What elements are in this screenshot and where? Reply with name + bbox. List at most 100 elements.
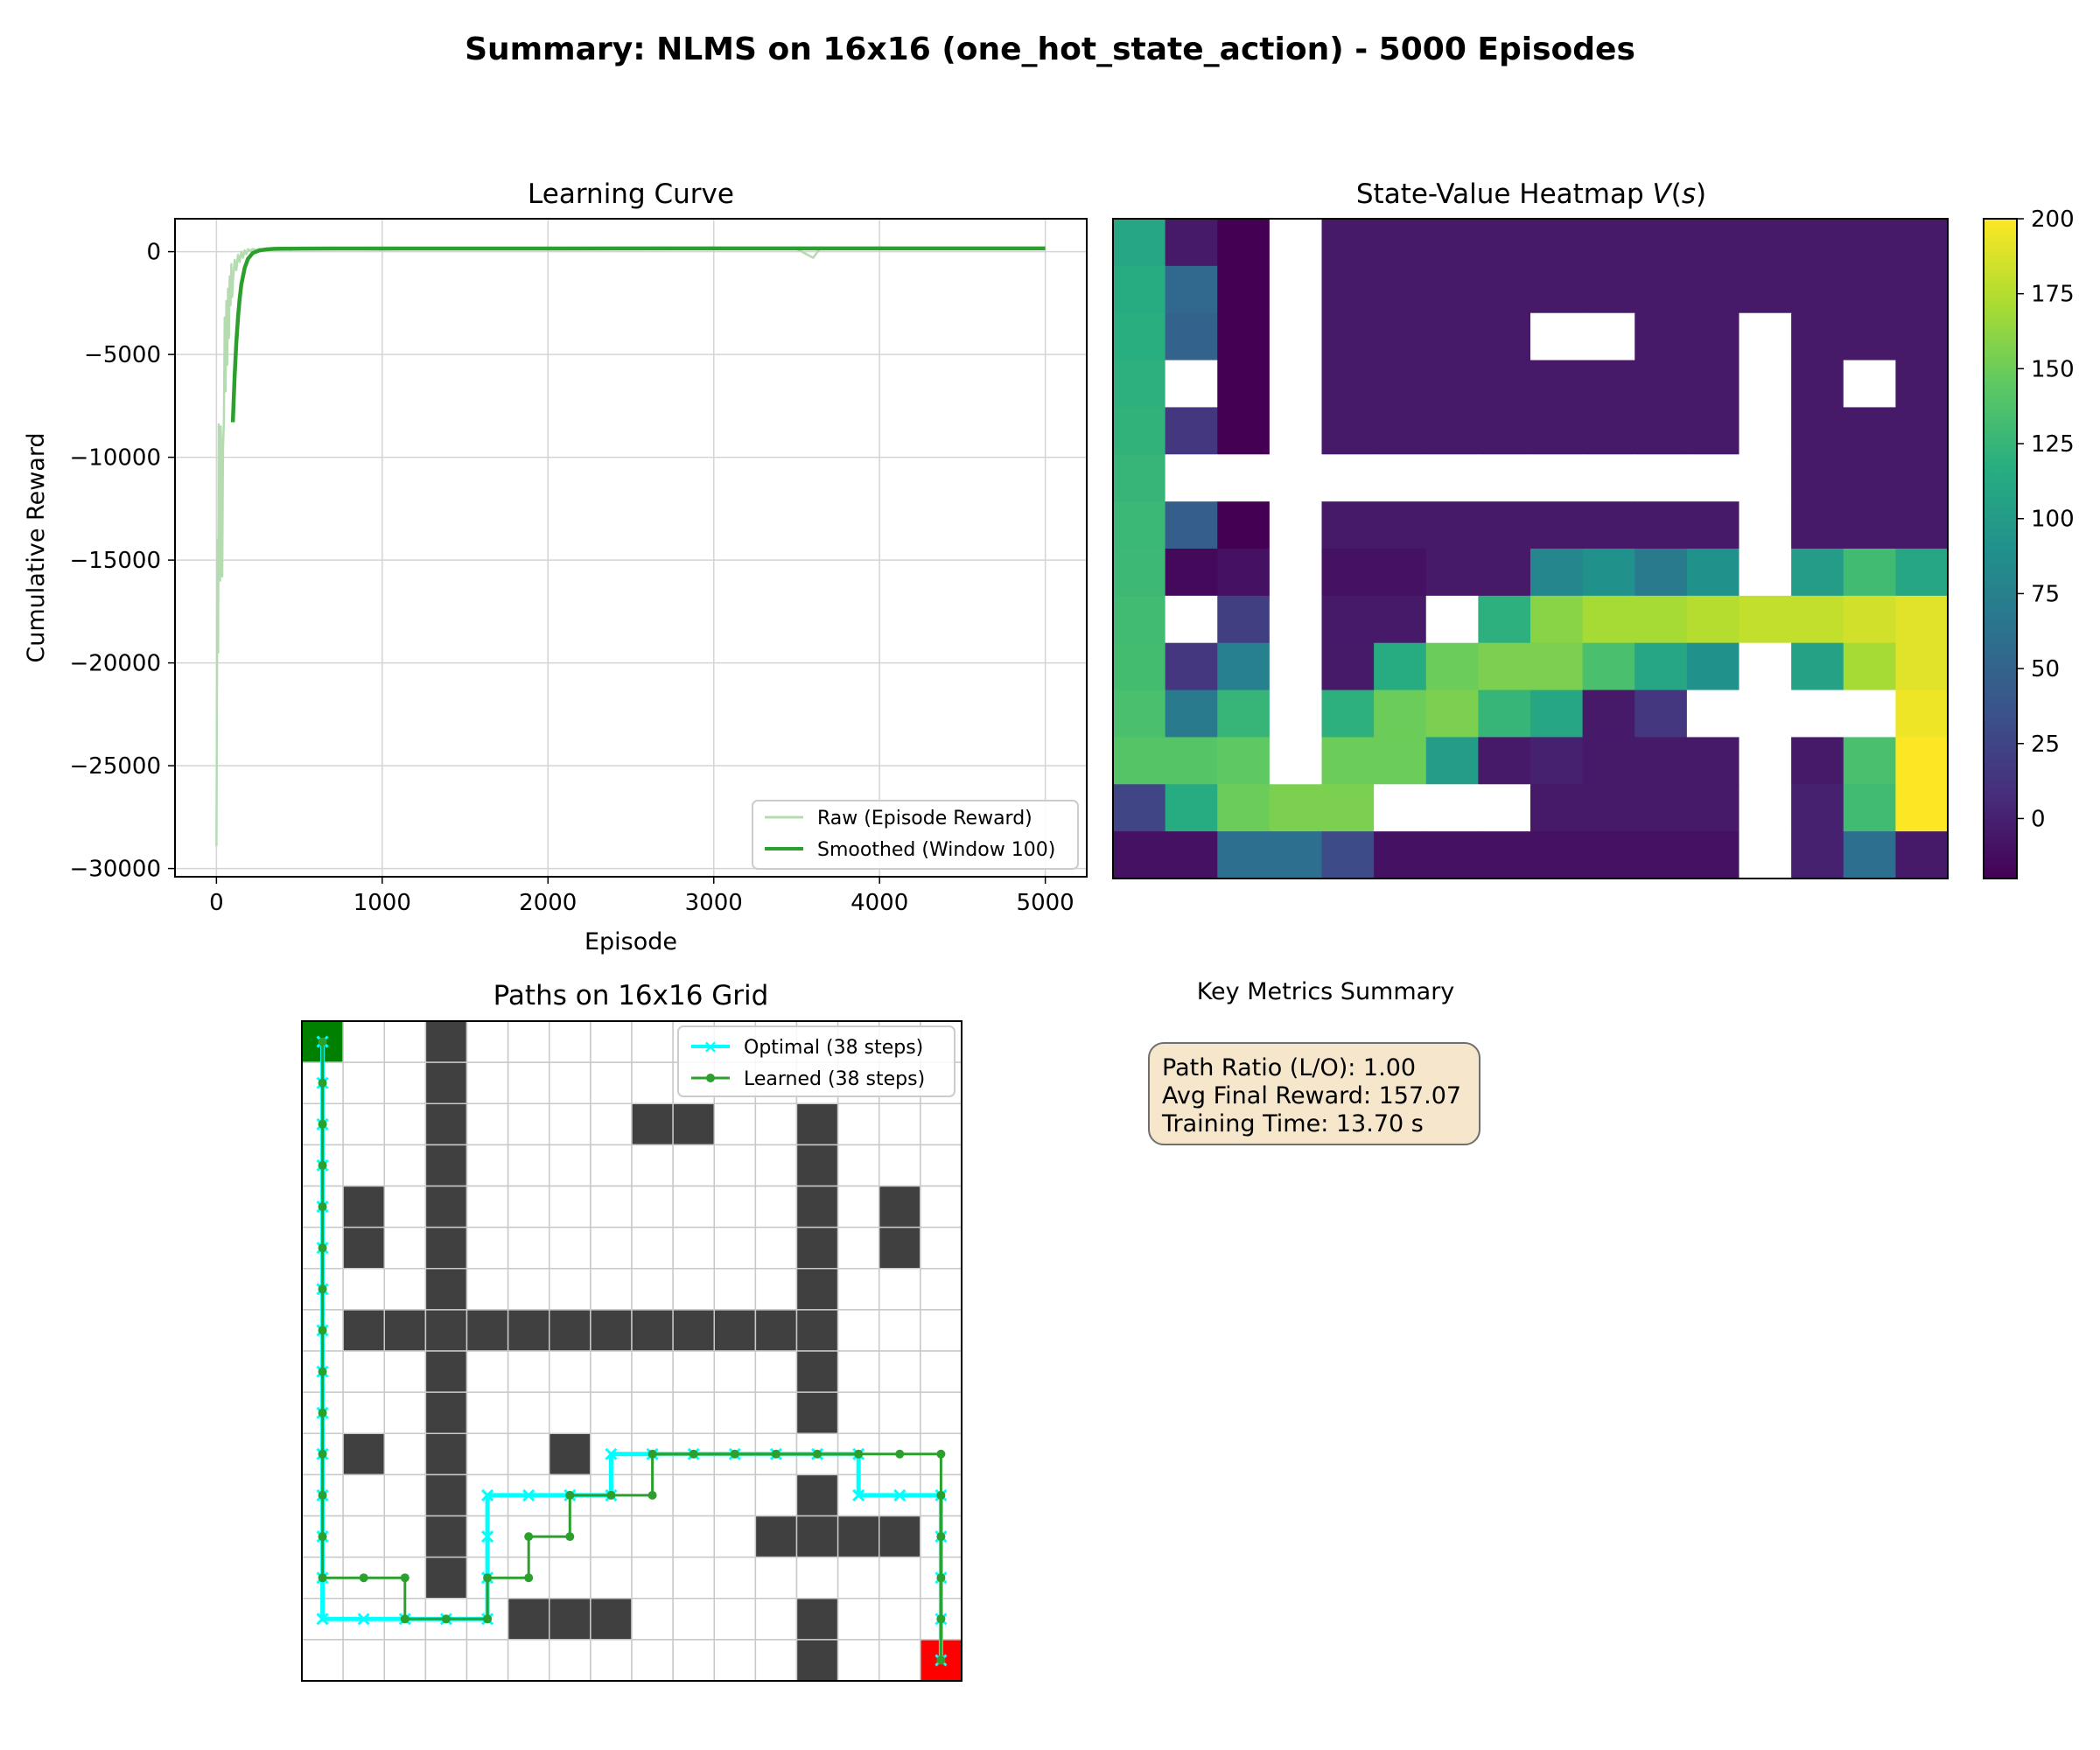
heatmap-cell bbox=[1374, 595, 1427, 644]
metric-path-ratio: Path Ratio (L/O): 1.00 bbox=[1162, 1054, 1417, 1082]
heatmap-cell bbox=[1269, 784, 1323, 832]
heatmap-cell bbox=[1791, 407, 1844, 455]
grid-cell bbox=[920, 1185, 962, 1228]
grid-cell bbox=[383, 1432, 427, 1476]
grid-cell bbox=[754, 1639, 798, 1682]
grid-cell bbox=[383, 1350, 427, 1393]
grid-cell bbox=[383, 1515, 427, 1558]
learned-path-marker bbox=[318, 1119, 327, 1129]
wall-cell bbox=[878, 1226, 921, 1270]
grid-cell bbox=[920, 1144, 962, 1187]
grid-cell bbox=[713, 1515, 757, 1558]
heatmap-cell bbox=[1895, 549, 1949, 597]
wall-cell bbox=[424, 1061, 468, 1105]
grid-cell bbox=[342, 1474, 386, 1517]
grid-cell bbox=[549, 1061, 592, 1105]
grid-cell bbox=[836, 1391, 880, 1435]
heatmap-cell bbox=[1739, 265, 1792, 314]
grid-cell bbox=[713, 1268, 757, 1311]
grid-cell bbox=[672, 1350, 716, 1393]
optimal-path-marker bbox=[481, 1530, 494, 1544]
learned-path-marker bbox=[483, 1573, 493, 1583]
grid-cell bbox=[301, 1639, 344, 1682]
heatmap-cell bbox=[1478, 831, 1531, 879]
grid-cell bbox=[631, 1020, 674, 1063]
wall-cell bbox=[507, 1598, 550, 1641]
legend-raw-label: Raw (Episode Reward) bbox=[817, 808, 1032, 830]
heatmap-cell bbox=[1634, 595, 1688, 644]
heatmap-cell bbox=[1843, 737, 1896, 785]
heatmap-cell bbox=[1321, 737, 1375, 785]
grid-cell bbox=[507, 1268, 550, 1311]
colorbar-tick-label: 0 bbox=[2031, 806, 2046, 832]
learned-path-marker bbox=[318, 1532, 327, 1542]
wall-cell bbox=[549, 1432, 592, 1476]
optimal-path-marker bbox=[357, 1613, 370, 1626]
heatmap-cell bbox=[1165, 454, 1218, 502]
heatmap-cell bbox=[1634, 219, 1688, 267]
heatmap-cell bbox=[1895, 737, 1949, 785]
heatmap-cell bbox=[1530, 219, 1584, 267]
heatmap-cell bbox=[1321, 265, 1375, 314]
learned-path-marker bbox=[318, 1490, 327, 1500]
heatmap-cell bbox=[1113, 407, 1166, 455]
learned-path-marker bbox=[524, 1573, 534, 1583]
heatmap-cell bbox=[1686, 737, 1740, 785]
y-tick-label: −30000 bbox=[70, 857, 162, 883]
x-tick-label: 2000 bbox=[519, 890, 577, 916]
wall-cell bbox=[424, 1556, 468, 1600]
heatmap-cell bbox=[1686, 312, 1740, 361]
wall-cell bbox=[795, 1391, 839, 1435]
wall-cell bbox=[507, 1309, 550, 1352]
heatmap-cell bbox=[1425, 784, 1479, 832]
heatmap-cell bbox=[1165, 360, 1218, 409]
legend-learned-label: Learned (38 steps) bbox=[744, 1068, 925, 1090]
wall-cell bbox=[878, 1185, 921, 1228]
wall-cell bbox=[590, 1598, 633, 1641]
metric-avg-final-reward: Avg Final Reward: 157.07 bbox=[1162, 1082, 1462, 1110]
grid-cell bbox=[466, 1268, 509, 1311]
wall-cell bbox=[424, 1102, 468, 1146]
heatmap-cell bbox=[1425, 595, 1479, 644]
heatmap-cell bbox=[1478, 312, 1531, 361]
grid-cell bbox=[631, 1350, 674, 1393]
wall-cell bbox=[795, 1639, 839, 1682]
heatmap-cell bbox=[1895, 595, 1949, 644]
grid-cell bbox=[590, 1515, 633, 1558]
heatmap-cell bbox=[1530, 454, 1584, 502]
heatmap-cell bbox=[1321, 407, 1375, 455]
legend-learned-marker bbox=[706, 1074, 715, 1082]
grid-cell bbox=[631, 1061, 674, 1105]
grid-cell bbox=[836, 1226, 880, 1270]
heatmap-cell bbox=[1165, 501, 1218, 550]
grid-cell bbox=[920, 1226, 962, 1270]
learned-path-marker bbox=[359, 1573, 368, 1583]
grid-cell bbox=[754, 1102, 798, 1146]
heatmap-cell bbox=[1217, 501, 1270, 550]
heatmap-cell bbox=[1895, 454, 1949, 502]
heatmap-cell bbox=[1374, 312, 1427, 361]
heatmap-cell bbox=[1843, 265, 1896, 314]
grid-cell bbox=[713, 1350, 757, 1393]
colorbar-tick-label: 175 bbox=[2031, 282, 2075, 308]
colorbar-tick-label: 50 bbox=[2031, 656, 2060, 682]
learned-path-marker bbox=[895, 1449, 905, 1459]
grid-cell bbox=[713, 1102, 757, 1146]
heatmap-cell bbox=[1530, 407, 1584, 455]
heatmap-cells bbox=[1113, 219, 1949, 879]
grid-cell bbox=[342, 1061, 386, 1105]
heatmap-cell bbox=[1843, 312, 1896, 361]
heatmap-cell bbox=[1686, 454, 1740, 502]
grid-cell bbox=[549, 1391, 592, 1435]
grid-cell bbox=[590, 1020, 633, 1063]
heatmap-cell bbox=[1321, 219, 1375, 267]
heatmap-cell bbox=[1217, 784, 1270, 832]
wall-cell bbox=[424, 1350, 468, 1393]
learned-path-marker bbox=[318, 1573, 327, 1583]
heatmap-cell bbox=[1374, 642, 1427, 691]
heatmap-cell bbox=[1269, 265, 1323, 314]
grid-cell bbox=[383, 1102, 427, 1146]
grid-cell bbox=[754, 1144, 798, 1187]
grid-cell bbox=[713, 1226, 757, 1270]
wall-cell bbox=[795, 1350, 839, 1393]
